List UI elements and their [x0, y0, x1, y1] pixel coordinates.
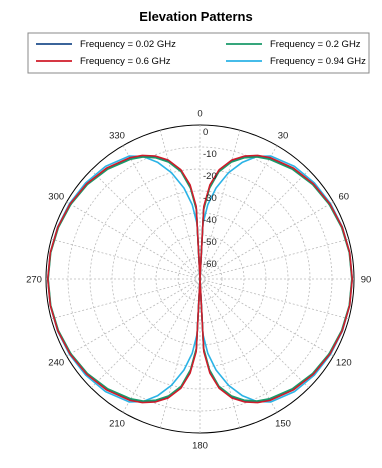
grid-spoke [122, 278, 201, 413]
angle-tick-label: 180 [192, 441, 208, 452]
legend-label: Frequency = 0.2 GHz [270, 39, 361, 50]
legend-box [27, 32, 370, 74]
chart-title: Elevation Patterns [139, 9, 252, 24]
radial-tick-label: -50 [203, 237, 217, 248]
angle-tick-label: 300 [48, 192, 64, 203]
grid-spoke [199, 201, 334, 280]
radial-tick-label: -40 [203, 215, 217, 226]
radial-tick-label: -20 [203, 171, 217, 182]
grid-spoke [90, 169, 201, 280]
grid-spoke [51, 238, 201, 280]
angle-tick-label: 90 [361, 275, 372, 286]
angle-tick-label: 120 [336, 358, 352, 369]
angle-tick-label: 270 [26, 275, 42, 286]
legend-label: Frequency = 0.94 GHz [270, 56, 366, 67]
radial-tick-label: -10 [203, 149, 217, 160]
grid-spoke [159, 278, 201, 428]
grid-spoke [66, 278, 201, 357]
angle-tick-label: 330 [109, 131, 125, 142]
angle-tick-label: 240 [48, 358, 64, 369]
grid-spoke [90, 278, 201, 389]
grid-spoke [199, 278, 278, 413]
series-layer [46, 154, 354, 404]
legend-label: Frequency = 0.6 GHz [80, 56, 171, 67]
grid-spoke [122, 145, 201, 280]
radial-tick-label: 0 [203, 127, 208, 138]
grid-spoke [159, 130, 201, 280]
radial-tick-label: -30 [203, 193, 217, 204]
grid-spoke [199, 278, 334, 357]
grid-spoke [199, 278, 241, 428]
legend: Frequency = 0.02 GHz Frequency = 0.2 GHz F… [27, 32, 370, 74]
grid-spoke [199, 145, 278, 280]
grid-spoke [66, 201, 201, 280]
radial-tick-label: -60 [203, 259, 217, 270]
grid-spoke [51, 278, 201, 320]
grid-spoke [199, 169, 310, 280]
angle-tick-label: 210 [109, 418, 125, 429]
polar-axes [45, 124, 355, 434]
grid-spoke [199, 238, 349, 280]
series-line [46, 154, 354, 404]
grid-spoke [199, 278, 349, 320]
angle-tick-label: 150 [275, 418, 291, 429]
angle-tick-label: 60 [338, 192, 349, 203]
grid-spoke [199, 278, 310, 389]
labels-layer: 0 30 60 90 120 150 180 210 240 270 300 330 0 -10 -20 -3… [26, 109, 371, 452]
legend-label: Frequency = 0.02 GHz [80, 39, 176, 50]
angle-tick-label: 0 [197, 109, 202, 120]
angle-tick-label: 30 [278, 131, 289, 142]
grid-spoke [199, 130, 241, 280]
